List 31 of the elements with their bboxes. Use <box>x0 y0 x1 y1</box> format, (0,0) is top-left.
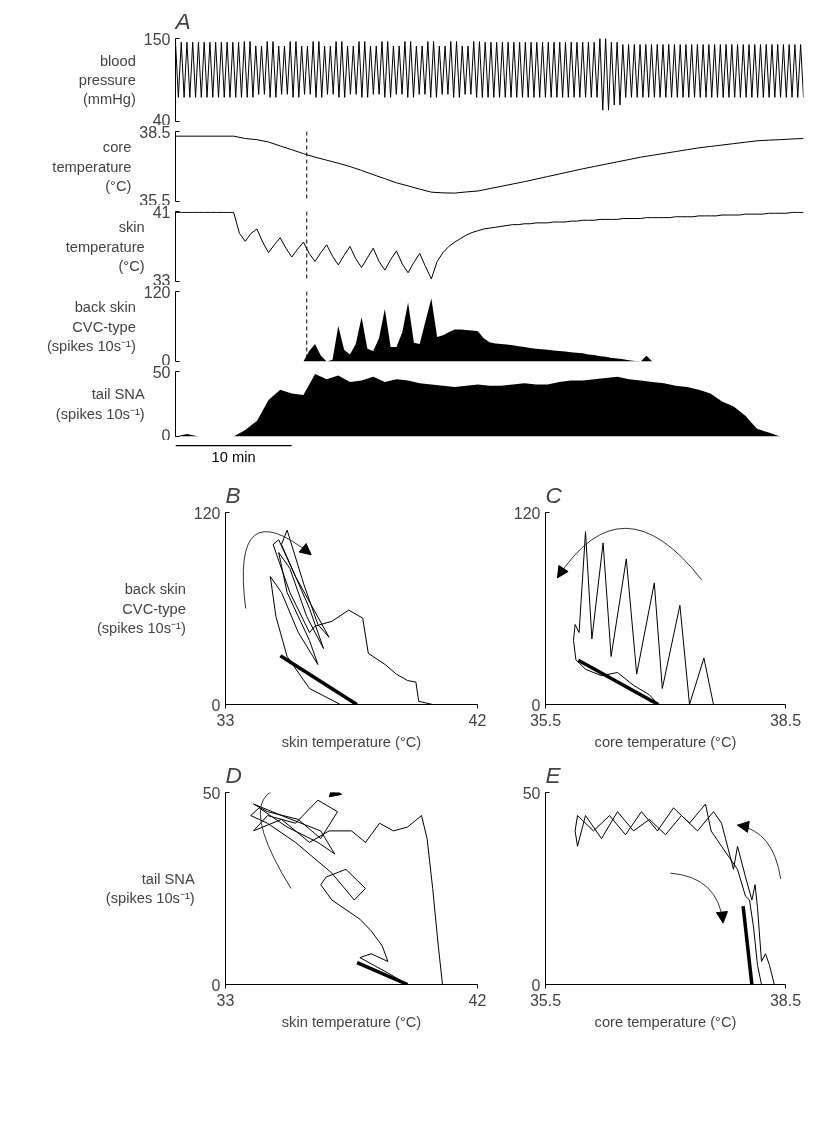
y-tick-label: 0 <box>211 976 221 994</box>
x-axis-title: skin temperature (°C) <box>281 733 422 750</box>
y-axis-title: back skin CVC-type (spikes 10s⁻¹) <box>46 299 136 354</box>
y-tick-label: 50 <box>522 784 541 802</box>
chart-title: D <box>225 761 242 788</box>
chart-title: C <box>545 481 563 508</box>
y-tick-label: 0 <box>531 976 541 994</box>
y-axis-title: skin temperature (°C) <box>65 219 145 274</box>
y-tick-label: 0 <box>531 696 541 714</box>
chart-title: E <box>545 761 562 788</box>
x-tick-label: 38.5 <box>769 711 802 729</box>
y-axis-title: tail SNA (spikes 10s⁻¹) <box>55 386 145 422</box>
x-axis-title: skin temperature (°C) <box>281 1013 422 1030</box>
x-tick-label: 38.5 <box>769 991 802 1009</box>
y-axis-title: blood pressure (mmHg) <box>78 52 136 108</box>
y-axis-title: core temperature (°C) <box>52 139 132 194</box>
y-tick-label: 150 <box>143 30 171 48</box>
y-tick-label: 120 <box>513 504 541 522</box>
y-tick-label: 0 <box>161 426 171 444</box>
x-axis-title: core temperature (°C) <box>594 733 737 750</box>
y-axis-title: tail SNA (spikes 10s⁻¹) <box>105 870 195 907</box>
y-tick-label: 120 <box>193 504 221 522</box>
x-tick-label: 42 <box>468 991 487 1009</box>
text: 10 min <box>211 449 256 465</box>
chart-title: A <box>173 7 191 34</box>
x-axis-title: core temperature (°C) <box>594 1013 737 1030</box>
chart-title: B <box>225 481 241 508</box>
y-axis-title: back skin CVC-type (spikes 10s⁻¹) <box>96 581 186 636</box>
y-tick-label: 50 <box>202 784 221 802</box>
x-tick-label: 42 <box>468 711 487 729</box>
y-tick-label: 0 <box>211 696 221 714</box>
